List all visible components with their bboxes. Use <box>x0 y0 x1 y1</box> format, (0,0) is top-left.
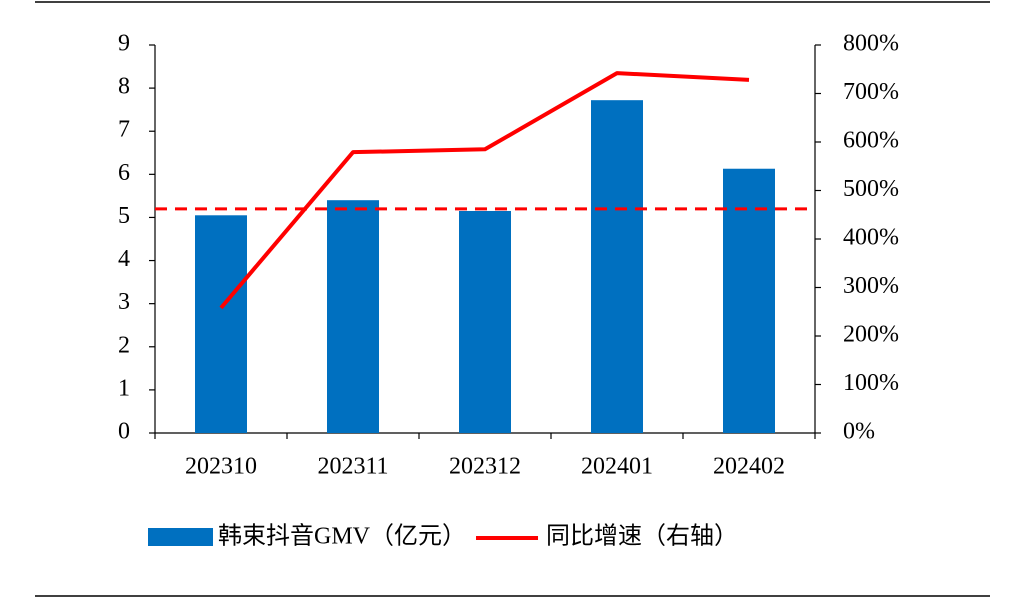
bar <box>327 200 379 433</box>
y2-tick-label: 400% <box>843 225 899 251</box>
y-tick-label: 9 <box>118 31 130 57</box>
bar <box>723 168 775 433</box>
y-tick-label: 6 <box>118 160 130 186</box>
y-tick-label: 7 <box>118 117 130 143</box>
x-tick-label: 202401 <box>581 454 653 480</box>
y2-tick-label: 0% <box>843 419 875 445</box>
x-tick-label: 202402 <box>713 454 785 480</box>
legend-swatch <box>148 528 213 546</box>
legend-label: 同比增速（右轴） <box>546 523 738 550</box>
legend-label: 韩束抖音GMV（亿元） <box>218 523 466 550</box>
y-tick-label: 5 <box>118 203 130 229</box>
bar <box>591 100 643 433</box>
y2-tick-label: 700% <box>843 79 899 105</box>
y2-tick-label: 100% <box>843 370 899 396</box>
y2-tick-label: 600% <box>843 128 899 154</box>
y2-tick-label: 500% <box>843 176 899 202</box>
y-tick-label: 3 <box>118 289 130 315</box>
y2-tick-label: 300% <box>843 273 899 299</box>
y-tick-label: 0 <box>118 419 130 445</box>
y2-tick-label: 800% <box>843 31 899 57</box>
y-tick-label: 2 <box>118 332 130 358</box>
x-tick-label: 202312 <box>449 454 521 480</box>
bar <box>459 210 511 433</box>
y-tick-label: 4 <box>118 246 130 272</box>
x-tick-label: 202311 <box>317 454 388 480</box>
y-tick-label: 8 <box>118 74 130 100</box>
y-tick-label: 1 <box>118 375 130 401</box>
bar <box>195 215 247 433</box>
y2-tick-label: 200% <box>843 322 899 348</box>
x-tick-label: 202310 <box>185 454 257 480</box>
line <box>219 71 750 310</box>
